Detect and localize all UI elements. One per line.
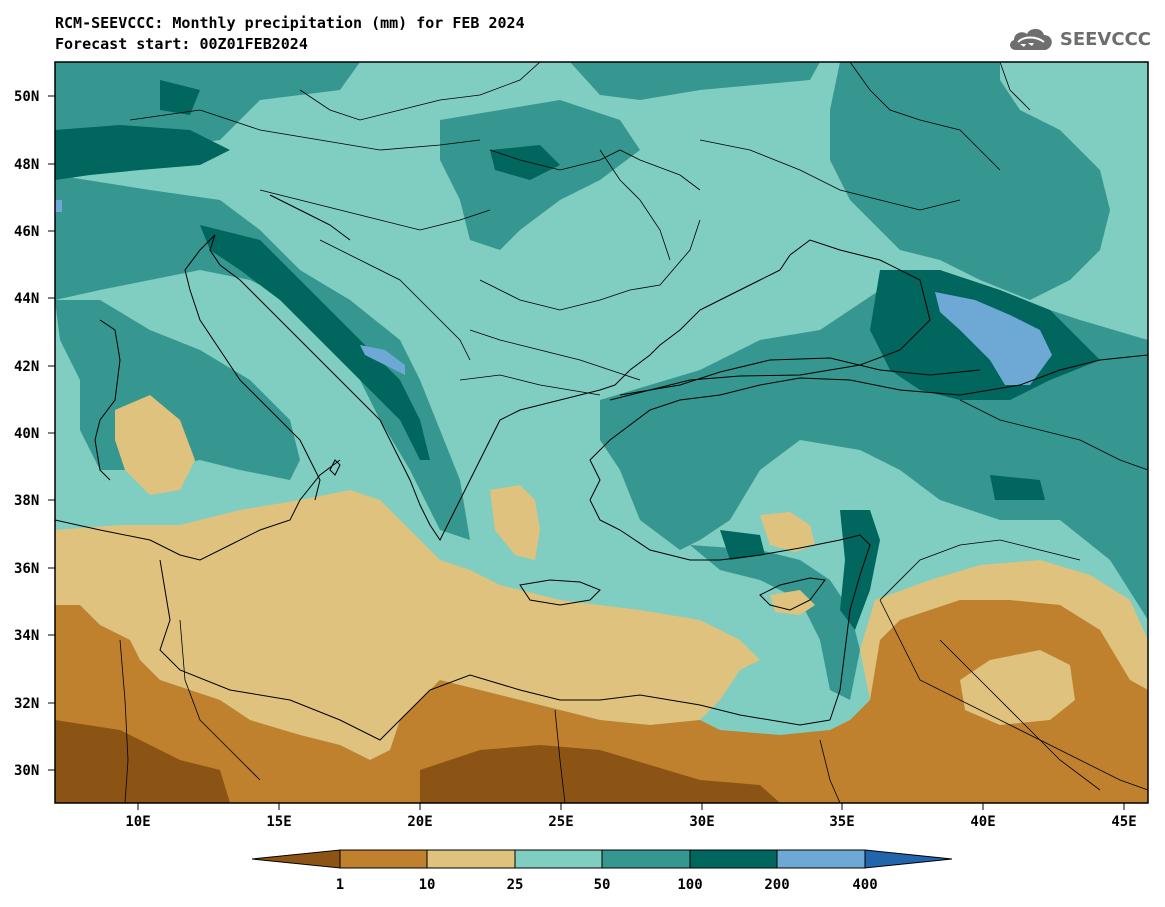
coastlines xyxy=(55,194,1148,741)
lat-tick-label: 46N xyxy=(14,224,39,240)
precipitation-field xyxy=(55,62,1148,803)
colorbar-25-50 xyxy=(514,849,603,869)
lon-tick-label: 25E xyxy=(548,814,573,830)
lat-axis: 50N 48N 46N 44N 42N 40N 38N 36N 34N 32N … xyxy=(14,89,55,779)
lat-tick-label: 44N xyxy=(14,291,39,307)
lat-tick-label: 36N xyxy=(14,561,39,577)
lon-tick-label: 15E xyxy=(266,814,291,830)
lat-tick-label: 34N xyxy=(14,628,39,644)
lat-tick-label: 38N xyxy=(14,493,39,509)
lon-tick-label: 35E xyxy=(829,814,854,830)
colorbar-1-10 xyxy=(339,849,428,869)
lon-tick-label: 40E xyxy=(970,814,995,830)
lon-tick-label: 30E xyxy=(689,814,714,830)
colorbar-label: 50 xyxy=(594,877,611,893)
brand-logo: SEEVCCC xyxy=(1006,24,1151,54)
colorbar-label: 1 xyxy=(336,877,344,893)
colorbar-10-25 xyxy=(426,849,516,869)
brand-name: SEEVCCC xyxy=(1059,28,1151,50)
colorbar-label: 200 xyxy=(764,877,789,893)
forecast-start: Forecast start: 00Z01FEB2024 xyxy=(55,35,308,53)
lon-tick-label: 20E xyxy=(407,814,432,830)
lat-tick-label: 30N xyxy=(14,763,39,779)
lat-tick-label: 48N xyxy=(14,157,39,173)
lat-tick-label: 40N xyxy=(14,426,39,442)
lon-tick-label: 45E xyxy=(1111,814,1136,830)
map-title: RCM-SEEVCCC: Monthly precipitation (mm) … xyxy=(55,14,525,32)
lon-tick-label: 10E xyxy=(125,814,150,830)
colorbar-label: 25 xyxy=(507,877,524,893)
colorbar-lt1 xyxy=(251,849,341,869)
colorbar-label: 400 xyxy=(852,877,877,893)
colorbar-200-400 xyxy=(776,849,866,869)
colorbar-100-200 xyxy=(689,849,778,869)
colorbar-label: 10 xyxy=(419,877,436,893)
colorbar-gt400 xyxy=(864,849,953,869)
lon-axis: 10E 15E 20E 25E 30E 35E 40E 45E xyxy=(125,803,1137,830)
country-borders xyxy=(119,62,1148,803)
colorbar-labels: 1 10 25 50 100 200 400 xyxy=(336,877,878,893)
lat-tick-label: 42N xyxy=(14,359,39,375)
colorbar xyxy=(251,849,953,869)
lat-tick-label: 32N xyxy=(14,696,39,712)
colorbar-50-100 xyxy=(601,849,691,869)
colorbar-label: 100 xyxy=(677,877,702,893)
lat-tick-label: 50N xyxy=(14,89,39,105)
cloud-icon xyxy=(1009,28,1052,50)
